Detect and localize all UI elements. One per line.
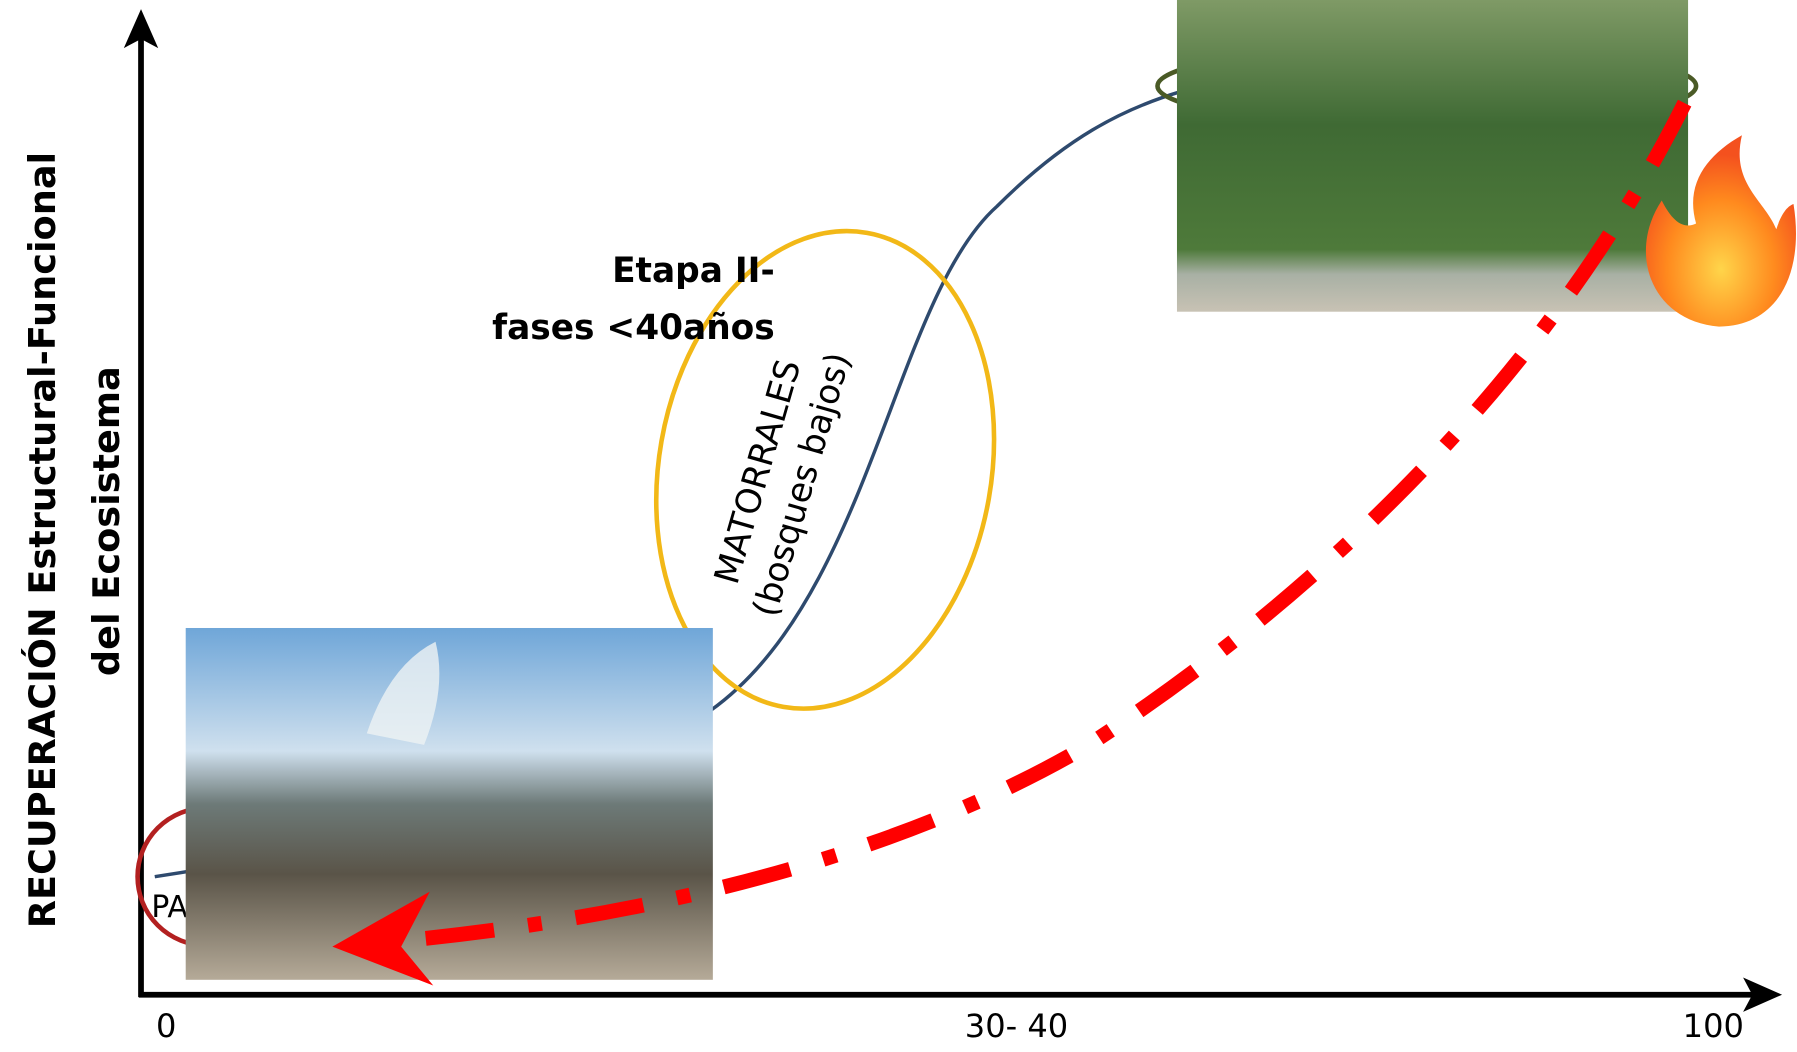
stage-label: Etapa II- bbox=[612, 251, 775, 291]
stage-label: fases <40años bbox=[492, 308, 775, 348]
diagram: RECUPERACIÓN Estructural-Funcional del E… bbox=[0, 0, 1797, 1052]
x-tick-label: 100 bbox=[1683, 1007, 1744, 1045]
x-tick-label: 30- 40 bbox=[965, 1007, 1068, 1045]
y-label: RECUPERACIÓN Estructural-Funcional bbox=[20, 152, 64, 928]
y-label: del Ecosistema bbox=[85, 366, 128, 676]
x-tick-label: 0 bbox=[156, 1007, 176, 1045]
page: RECUPERACIÓN Estructural-Funcional del E… bbox=[0, 0, 1797, 1052]
forest-photo bbox=[1177, 0, 1688, 312]
shrub-label: MATORRALES (bosques bajos) bbox=[701, 336, 859, 622]
partial-label: PA bbox=[151, 890, 188, 925]
burned-forest-photo bbox=[186, 628, 713, 980]
